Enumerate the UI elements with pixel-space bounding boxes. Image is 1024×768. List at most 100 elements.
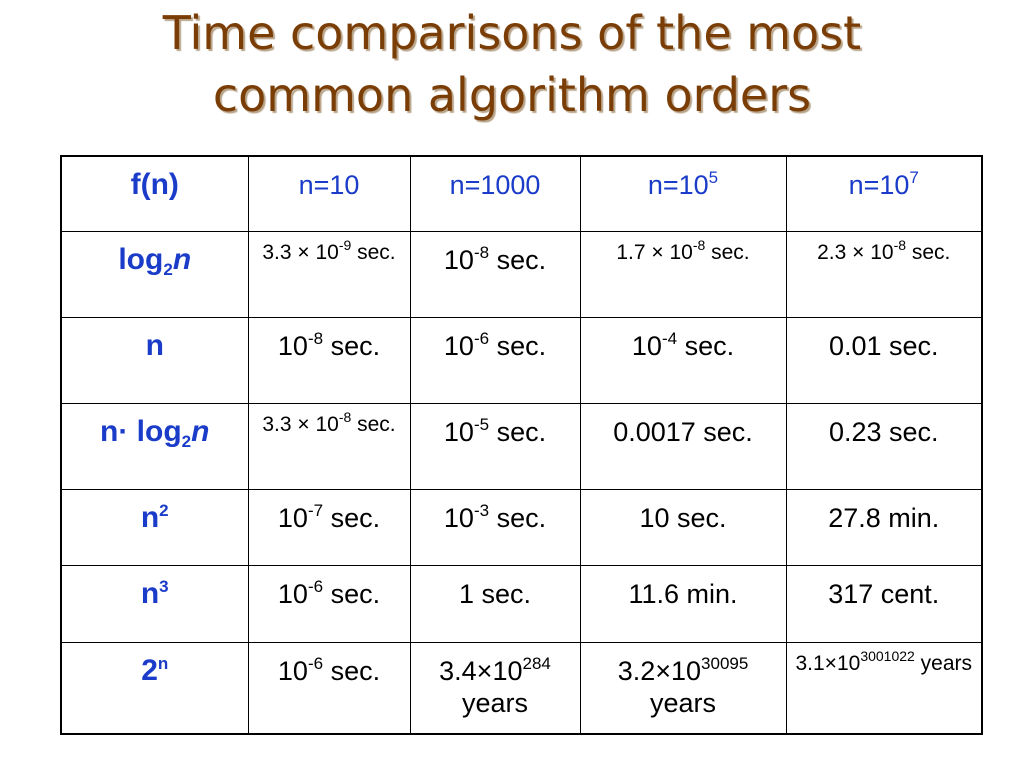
table-row: 2n 10-6 sec. 3.4×10284 years 3.2×1030095 ye…: [60, 641, 983, 735]
table-cell: n=10: [247, 155, 411, 232]
table-cell: 3.1×103001022 years: [785, 641, 983, 735]
cell-text: sec.: [323, 502, 381, 533]
subscript: 2: [181, 431, 192, 451]
cell-text: 1.7 × 10: [616, 240, 693, 264]
cell-text: sec.: [906, 240, 951, 264]
table-cell: n3: [60, 564, 249, 643]
table-cell: n: [60, 316, 249, 404]
table-cell: 2n: [60, 641, 249, 735]
cell-text: n: [140, 500, 160, 534]
cell-text: 2.3 × 10: [817, 240, 894, 264]
cell-text: sec.: [705, 240, 750, 264]
table-cell: n=107: [785, 155, 983, 232]
cell-text: n=10: [848, 170, 910, 200]
table-cell: 3.4×10284 years: [409, 641, 581, 735]
cell-text: log: [118, 242, 164, 276]
cell-text: 0.23 sec.: [828, 416, 939, 447]
title-line: common algorithm orders: [212, 68, 812, 122]
table-cell: 3.2×1030095 years: [579, 641, 787, 735]
cell-text: 1 sec.: [458, 578, 532, 609]
superscript: -3: [473, 500, 490, 520]
cell-text: n: [140, 576, 160, 610]
superscript: n: [157, 653, 169, 673]
table-cell: 10 sec.: [579, 488, 787, 566]
cell-text: 3.3 × 10: [262, 412, 339, 436]
subscript: 2: [163, 259, 173, 279]
table-cell: log2n: [60, 230, 249, 318]
cell-text: years: [649, 687, 717, 718]
superscript: -7: [307, 500, 324, 520]
cell-text: 10: [277, 330, 308, 361]
cell-text: sec.: [323, 330, 381, 361]
superscript: 2: [159, 500, 169, 520]
table-row: f(n) n=10 n=1000 n=105 n=107: [60, 155, 983, 232]
title-line: Time comparisons of the most: [162, 6, 862, 60]
cell-text: sec.: [351, 240, 396, 264]
cell-text: 10 sec.: [639, 502, 727, 533]
superscript: -6: [473, 328, 490, 348]
superscript: -8: [893, 236, 907, 253]
table-cell: 11.6 min.: [579, 564, 787, 643]
table-cell: 10-7 sec.: [247, 488, 411, 566]
superscript: -4: [661, 328, 678, 348]
table-row: n3 10-6 sec. 1 sec. 11.6 min. 317 cent.: [60, 564, 983, 643]
table-cell: 1 sec.: [409, 564, 581, 643]
cell-text: 10: [631, 330, 662, 361]
superscript: 7: [909, 168, 919, 187]
superscript: 5: [708, 168, 719, 187]
table-cell: 0.23 sec.: [785, 402, 983, 490]
cell-text: sec.: [323, 578, 381, 609]
cell-text: 3.4×10: [439, 655, 523, 686]
cell-text: 3.3 × 10: [262, 240, 339, 264]
table-cell: 3.3 × 10-9 sec.: [247, 230, 411, 318]
cell-text: 11.6 min.: [628, 578, 738, 609]
table-cell: n· log2n: [60, 402, 249, 490]
cell-text: sec.: [677, 330, 735, 361]
cell-text: 10: [277, 655, 308, 686]
superscript: -5: [473, 414, 490, 434]
superscript: 284: [522, 653, 551, 673]
cell-text: 10: [443, 244, 474, 275]
italic-text: n: [172, 242, 192, 276]
cell-text: years: [461, 687, 529, 718]
cell-text: 0.01 sec.: [828, 330, 939, 361]
cell-text: sec.: [489, 244, 547, 275]
cell-text: n· log: [100, 414, 182, 448]
table-cell: 3.3 × 10-8 sec.: [247, 402, 411, 490]
cell-text: 10: [443, 416, 474, 447]
cell-text: sec.: [323, 655, 381, 686]
table-cell: 1.7 × 10-8 sec.: [579, 230, 787, 318]
cell-text: 2: [141, 653, 158, 687]
superscript: 3001022: [860, 647, 915, 664]
table-cell: n=105: [579, 155, 787, 232]
italic-text: n: [191, 414, 210, 448]
cell-text: sec.: [489, 416, 547, 447]
superscript: -8: [473, 242, 490, 262]
table-cell: 10-8 sec.: [247, 316, 411, 404]
cell-text: n=10: [298, 170, 360, 200]
table-row: n 10-8 sec. 10-6 sec. 10-4 sec. 0.01 sec.: [60, 316, 983, 404]
cell-text: years: [914, 651, 973, 675]
slide-title: Time comparisons of the most common algor…: [0, 0, 1024, 126]
cell-text: sec.: [489, 502, 547, 533]
superscript: -9: [338, 236, 352, 253]
cell-text: 3.2×10: [617, 655, 702, 686]
table-cell: f(n): [60, 155, 249, 232]
superscript: -8: [307, 328, 324, 348]
cell-text: f(n): [130, 168, 179, 201]
table-row: n· log2n 3.3 × 10-8 sec. 10-5 sec. 0.0017 s…: [60, 402, 983, 490]
superscript: -6: [307, 576, 324, 596]
table-row: log2n 3.3 × 10-9 sec. 10-8 sec. 1.7 × 10-8 …: [60, 230, 983, 318]
cell-text: sec.: [489, 330, 547, 361]
cell-text: 0.0017 sec.: [613, 416, 753, 447]
cell-text: 10: [443, 330, 474, 361]
table-cell: n2: [60, 488, 249, 566]
table-cell: 10-6 sec.: [247, 641, 411, 735]
table-cell: n=1000: [409, 155, 581, 232]
superscript: 3: [159, 576, 169, 596]
cell-text: sec.: [351, 412, 396, 436]
cell-text: n: [145, 328, 164, 362]
complexity-table: f(n) n=10 n=1000 n=105 n=107 log2n 3.3 × 10-9 …: [60, 155, 983, 735]
table-cell: 27.8 min.: [785, 488, 983, 566]
